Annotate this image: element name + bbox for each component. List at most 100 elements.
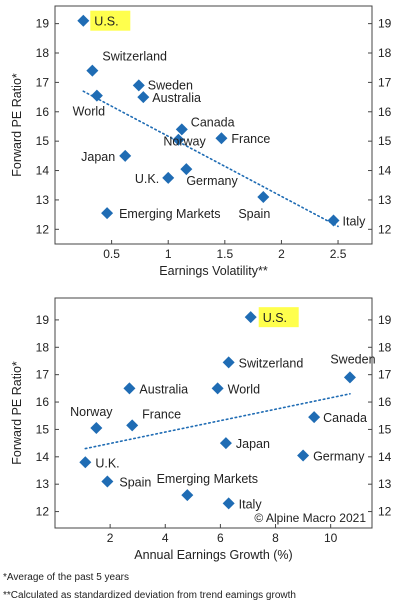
marker-france <box>215 132 228 145</box>
chart-growth: 12 12 13 13 14 14 15 15 16 16 17 17 18 18 19 19 2 4 6 8 10 An… <box>10 297 392 562</box>
y-tick-label-left: 19 <box>36 17 50 31</box>
y-tick-label-left: 16 <box>36 395 50 409</box>
label-france: France <box>231 132 270 146</box>
marker-switzerland <box>86 64 99 77</box>
label-emerging-markets: Emerging Markets <box>157 472 258 486</box>
y-tick-label-left: 13 <box>36 193 50 207</box>
y-tick-label-left: 12 <box>36 505 50 519</box>
marker-world <box>90 89 103 102</box>
marker-germany <box>180 163 193 176</box>
footnote-average: *Average of the past 5 years <box>3 572 130 583</box>
chart-volatility: 12 12 13 13 14 14 15 15 16 16 17 17 18 18 19 19 0.5 1 1.5 2… <box>10 5 392 278</box>
label-emerging-markets: Emerging Markets <box>119 207 220 221</box>
marker-spain <box>101 475 114 488</box>
marker-spain <box>257 190 270 203</box>
marker-world <box>211 382 224 395</box>
marker-emerging-markets <box>101 207 114 220</box>
label-u-k: U.K. <box>95 456 119 470</box>
y-tick-label-right: 16 <box>378 105 392 119</box>
label-u-s: U.S. <box>94 15 118 29</box>
label-norway: Norway <box>70 405 113 419</box>
x-tick-label: 6 <box>217 531 224 545</box>
label-canada: Canada <box>191 115 235 129</box>
marker-sweden <box>132 79 145 92</box>
x-tick-label: 2.5 <box>330 247 347 261</box>
x-tick-label: 2 <box>107 531 114 545</box>
marker-australia <box>123 382 136 395</box>
marker-sweden <box>343 371 356 384</box>
label-u-s: U.S. <box>263 311 287 325</box>
label-switzerland: Switzerland <box>239 356 304 370</box>
marker-u-k <box>79 456 92 469</box>
label-australia: Australia <box>139 382 188 396</box>
y-tick-label-left: 12 <box>36 222 50 236</box>
y-tick-label-right: 19 <box>378 17 392 31</box>
y-tick-label-right: 15 <box>378 134 392 148</box>
trend-line <box>82 90 339 228</box>
y-axis-label: Forward PE Ratio* <box>10 361 24 465</box>
label-spain: Spain <box>119 475 151 489</box>
y-tick-label-right: 13 <box>378 193 392 207</box>
y-tick-label-right: 14 <box>378 450 392 464</box>
label-italy: Italy <box>343 214 367 228</box>
label-france: France <box>142 407 181 421</box>
marker-emerging-markets <box>181 489 194 502</box>
label-australia: Australia <box>152 91 201 105</box>
y-tick-label-right: 18 <box>378 46 392 60</box>
footnote-volatility: **Calculated as standardized deviation f… <box>3 590 296 601</box>
y-tick-label-left: 14 <box>36 450 50 464</box>
marker-u-s <box>77 14 90 27</box>
x-tick-label: 4 <box>162 531 169 545</box>
y-tick-label-left: 15 <box>36 134 50 148</box>
label-world: World <box>228 382 260 396</box>
x-tick-label: 1 <box>165 247 172 261</box>
y-tick-label-left: 16 <box>36 105 50 119</box>
label-japan: Japan <box>81 150 115 164</box>
marker-france <box>126 419 139 432</box>
highlight-box <box>90 10 131 31</box>
marker-australia <box>137 91 150 104</box>
label-u-k: U.K. <box>135 172 159 186</box>
y-tick-label-right: 12 <box>378 222 392 236</box>
y-tick-label-right: 14 <box>378 164 392 178</box>
x-axis-label: Annual Earnings Growth (%) <box>134 548 292 562</box>
copyright-annotation: © Alpine Macro 2021 <box>254 511 366 525</box>
marker-canada <box>175 123 188 136</box>
y-tick-label-left: 13 <box>36 477 50 491</box>
marker-germany <box>297 449 310 462</box>
y-tick-label-right: 19 <box>378 313 392 327</box>
label-germany: Germany <box>186 174 238 188</box>
x-tick-label: 8 <box>272 531 279 545</box>
label-norway: Norway <box>163 135 206 149</box>
x-tick-label: 0.5 <box>103 247 120 261</box>
y-tick-label-left: 19 <box>36 313 50 327</box>
y-tick-label-right: 13 <box>378 477 392 491</box>
y-tick-label-right: 15 <box>378 422 392 436</box>
highlight-box <box>258 307 299 328</box>
plot-frame <box>54 5 373 245</box>
x-axis-label: Earnings Volatility** <box>159 264 268 278</box>
y-tick-label-right: 12 <box>378 505 392 519</box>
marker-canada <box>308 411 321 424</box>
label-japan: Japan <box>236 437 270 451</box>
label-switzerland: Switzerland <box>102 50 167 64</box>
label-italy: Italy <box>239 497 263 511</box>
x-tick-label: 2 <box>278 247 285 261</box>
plot-frame <box>54 297 373 529</box>
marker-u-k <box>162 171 175 184</box>
y-tick-label-right: 16 <box>378 395 392 409</box>
x-tick-label: 1.5 <box>216 247 233 261</box>
label-germany: Germany <box>313 449 365 463</box>
y-tick-label-left: 17 <box>36 368 50 382</box>
marker-switzerland <box>222 356 235 369</box>
label-canada: Canada <box>323 411 367 425</box>
y-tick-label-left: 18 <box>36 340 50 354</box>
marker-italy <box>327 214 340 227</box>
marker-norway <box>90 422 103 435</box>
marker-japan <box>219 437 232 450</box>
label-world: World <box>73 105 105 119</box>
x-tick-label: 10 <box>324 531 338 545</box>
marker-norway <box>172 133 185 146</box>
y-tick-label-left: 14 <box>36 164 50 178</box>
